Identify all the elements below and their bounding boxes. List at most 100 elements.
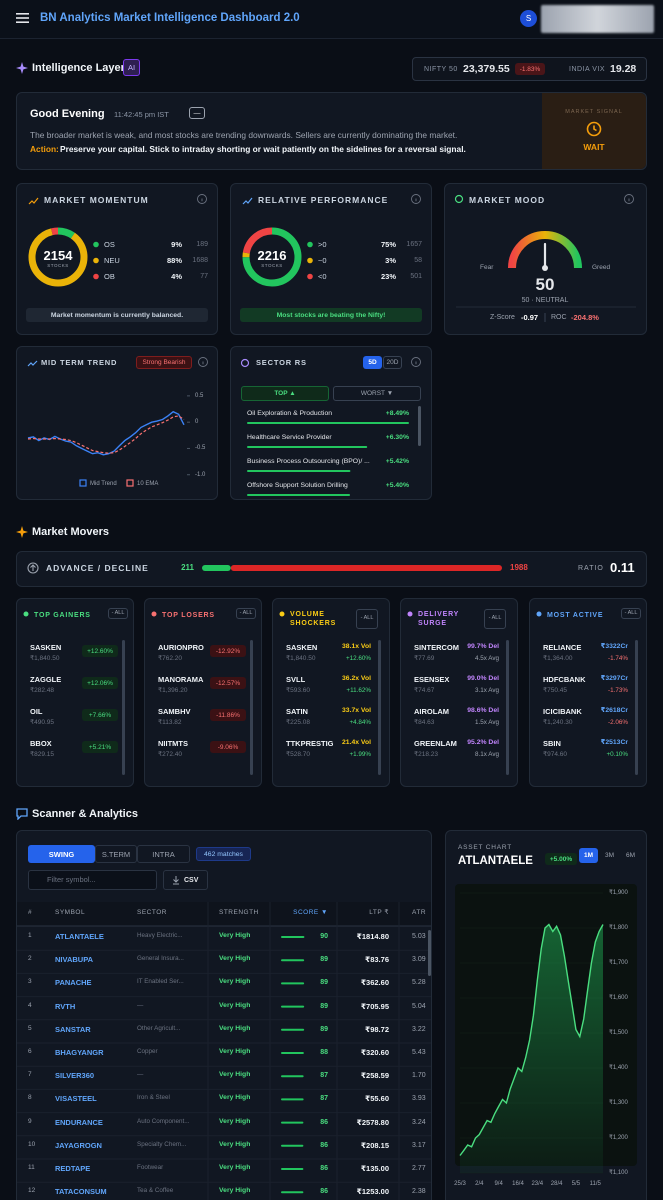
view-all[interactable]: - ALL bbox=[621, 608, 641, 619]
row-strength: Very High bbox=[219, 978, 251, 986]
period-tab[interactable]: 20D bbox=[383, 356, 402, 369]
row-symbol[interactable]: JAYAGROGN bbox=[55, 1140, 102, 1150]
column-header[interactable]: LTP ₹ bbox=[369, 909, 389, 916]
row-symbol[interactable]: REDTAPE bbox=[55, 1164, 91, 1173]
mover-price: ₹113.82 bbox=[158, 719, 182, 726]
row-symbol[interactable]: ATLANTAELE bbox=[55, 932, 104, 941]
column-header[interactable]: SYMBOL bbox=[55, 909, 86, 916]
row-index: 11 bbox=[28, 1164, 35, 1171]
row-index: 7 bbox=[28, 1071, 32, 1079]
column-header[interactable]: SECTOR bbox=[137, 909, 167, 916]
legend-dot bbox=[93, 241, 99, 248]
info-icon bbox=[198, 357, 208, 367]
asset-symbol: ATLANTAELE bbox=[458, 855, 533, 867]
range-button[interactable]: 1M bbox=[579, 848, 598, 863]
column-header[interactable]: STRENGTH bbox=[219, 909, 259, 916]
column-header[interactable]: ATR bbox=[412, 909, 427, 916]
rank-toggle[interactable]: TOP ▲ bbox=[241, 386, 329, 401]
rank-toggle[interactable]: WORST ▼ bbox=[333, 386, 421, 401]
collapse-button[interactable]: — bbox=[189, 107, 205, 119]
row-score: 89 bbox=[320, 1025, 328, 1033]
mover-price: ₹1,840.50 bbox=[286, 655, 316, 662]
column-header[interactable]: # bbox=[28, 909, 33, 916]
row-score: 89 bbox=[320, 979, 328, 987]
mover-metric: ₹3297Cr bbox=[600, 675, 628, 682]
vix-label: INDIA VIX bbox=[569, 66, 606, 73]
row-symbol[interactable]: ENDURANCE bbox=[55, 1117, 103, 1127]
range-button[interactable]: 6M bbox=[625, 852, 636, 859]
search-input[interactable] bbox=[28, 870, 157, 890]
avatar[interactable]: S bbox=[520, 10, 537, 27]
view-all[interactable]: - ALL bbox=[356, 609, 378, 629]
row-score: 86 bbox=[320, 1141, 328, 1149]
x-tick-label: 16/4 bbox=[512, 1181, 524, 1187]
row-strength: Very High bbox=[219, 1071, 251, 1079]
row-strength: Very High bbox=[219, 1187, 251, 1195]
y-tick-label: 0 bbox=[195, 419, 199, 426]
row-symbol[interactable]: SILVER360 bbox=[55, 1071, 95, 1081]
mover-card bbox=[400, 598, 518, 787]
row-ltp: ₹55.60 bbox=[365, 1094, 389, 1104]
x-tick-label: 9/4 bbox=[494, 1181, 503, 1187]
view-all[interactable]: - ALL bbox=[108, 608, 128, 619]
greeting-text: The broader market is weak, and most sto… bbox=[30, 130, 458, 140]
row-strength: Very High bbox=[219, 932, 251, 939]
row-strength: Very High bbox=[219, 1164, 251, 1171]
index-change: -1.83% bbox=[515, 63, 545, 75]
scanner-tab[interactable]: INTRA bbox=[137, 845, 190, 863]
mover-metric: ₹3322Cr bbox=[600, 643, 628, 650]
mover-symbol: GREENLAM bbox=[414, 739, 457, 748]
row-index: 1 bbox=[28, 932, 32, 939]
row-score: 86 bbox=[320, 1118, 328, 1126]
legend-percent: 9% bbox=[171, 240, 182, 249]
donut-segment bbox=[242, 227, 302, 287]
row-symbol[interactable]: VISASTEEL bbox=[55, 1094, 97, 1104]
scrollbar bbox=[250, 640, 253, 775]
mover-symbol: ESENSEX bbox=[414, 675, 450, 684]
menu-icon[interactable] bbox=[16, 12, 30, 24]
legend-count: 1688 bbox=[192, 257, 208, 264]
csv-button[interactable] bbox=[163, 870, 208, 890]
scanner-card bbox=[16, 830, 432, 1200]
row-symbol[interactable]: BHAGYANGR bbox=[55, 1048, 104, 1057]
row-symbol[interactable]: PANACHE bbox=[55, 978, 92, 988]
scanner-tab[interactable]: SWING bbox=[28, 845, 95, 863]
row-index: 8 bbox=[28, 1094, 32, 1102]
row-symbol[interactable]: SANSTAR bbox=[55, 1024, 91, 1034]
legend-count: 1657 bbox=[406, 241, 422, 248]
legend-label: ~0 bbox=[318, 256, 327, 265]
mover-change: +12.60% bbox=[82, 645, 118, 657]
mover-extra: +11.62% bbox=[346, 687, 371, 694]
greed-label: Greed bbox=[592, 264, 611, 271]
y-tick-label: ₹1,900 bbox=[609, 890, 628, 896]
scrollbar bbox=[418, 406, 421, 446]
mover-symbol: SBIN bbox=[543, 739, 561, 748]
gauge-label: 50 · NEUTRAL bbox=[521, 297, 569, 304]
row-sector: Heavy Electric... bbox=[137, 932, 183, 939]
column-header[interactable]: SCORE ▼ bbox=[293, 909, 328, 916]
row-index: 2 bbox=[28, 955, 32, 963]
scanner-tab[interactable]: S.TERM bbox=[95, 845, 137, 863]
mover-extra: 1.5x Avg bbox=[474, 719, 499, 726]
trend-line bbox=[27, 415, 185, 454]
legend-label: Mid Trend bbox=[90, 481, 117, 487]
period-tab[interactable]: 5D bbox=[363, 356, 382, 369]
mover-title: MOST ACTIVE bbox=[547, 612, 604, 619]
row-symbol[interactable]: RVTH bbox=[55, 1001, 76, 1011]
gauge-value: 50 bbox=[535, 275, 555, 294]
legend-label: OS bbox=[104, 240, 115, 249]
score-bar bbox=[281, 1028, 305, 1031]
legend-percent: 4% bbox=[171, 272, 182, 281]
row-symbol[interactable]: NIVABUPA bbox=[55, 955, 94, 965]
view-all[interactable]: - ALL bbox=[484, 609, 506, 629]
x-tick-label: 5/5 bbox=[571, 1181, 581, 1187]
mover-price: ₹84.63 bbox=[414, 719, 435, 726]
row-symbol[interactable]: TATACONSUM bbox=[55, 1187, 107, 1197]
mover-change: +12.06% bbox=[82, 677, 118, 689]
range-button[interactable]: 3M bbox=[604, 852, 615, 859]
info-icon bbox=[197, 194, 207, 204]
action-text: Preserve your capital. Stick to intraday… bbox=[60, 144, 466, 154]
row-ltp: ₹135.00 bbox=[360, 1164, 389, 1173]
view-all[interactable]: - ALL bbox=[236, 608, 256, 619]
decline-bar bbox=[230, 565, 502, 571]
